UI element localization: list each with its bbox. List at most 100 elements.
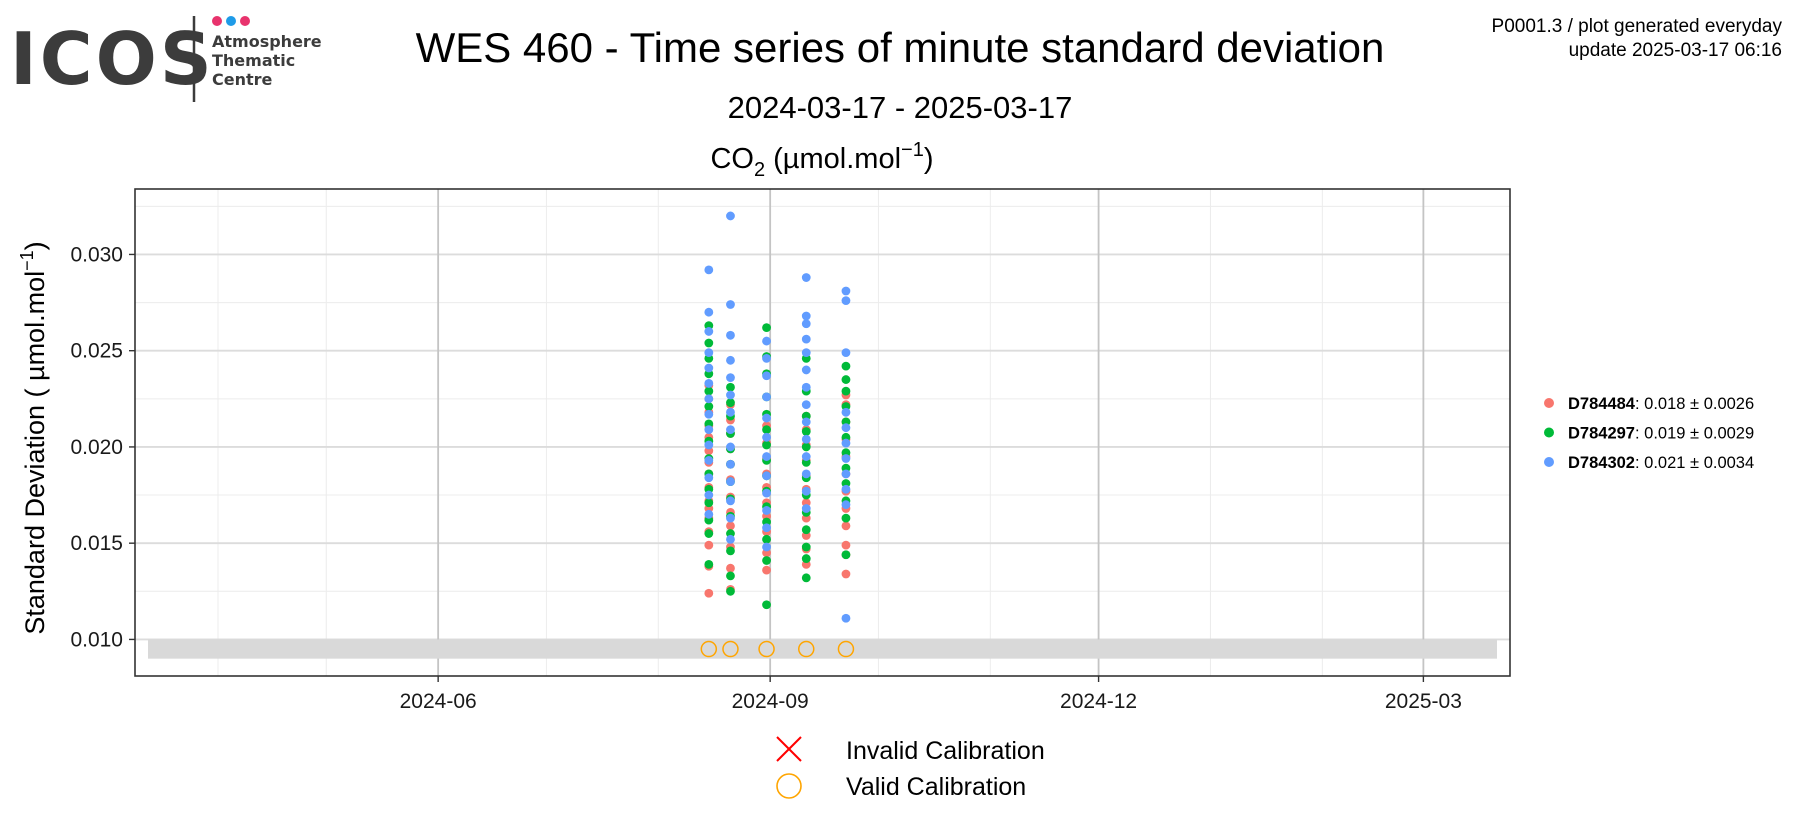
data-point xyxy=(841,348,851,358)
panel-title-close: ) xyxy=(924,143,934,175)
plot-border xyxy=(134,188,1511,677)
panel-title-subscript: 2 xyxy=(754,159,765,181)
data-points xyxy=(704,211,851,623)
series-legend: D784484: 0.018 ± 0.0026 D784297: 0.019 ± … xyxy=(1544,395,1754,472)
data-point xyxy=(762,565,771,575)
legend-series-value: : 0.019 xyxy=(1635,425,1685,443)
data-point xyxy=(726,442,735,452)
x-tick-label: 2024-12 xyxy=(1060,690,1137,713)
legend-label: D784302: 0.021 ± 0.0034 xyxy=(1568,454,1754,472)
data-point xyxy=(801,319,811,329)
legend-label: D784484: 0.018 ± 0.0026 xyxy=(1568,395,1754,413)
data-point xyxy=(704,588,714,598)
data-point xyxy=(841,521,851,531)
legend-series-name: D784302 xyxy=(1568,454,1635,472)
legend-series-name: D784484 xyxy=(1568,395,1636,413)
legend-series-name: D784297 xyxy=(1568,425,1635,443)
data-point xyxy=(704,394,714,404)
data-point xyxy=(704,338,714,348)
data-point xyxy=(704,540,714,550)
data-point xyxy=(801,427,811,436)
valid-calibration-marker xyxy=(837,640,855,658)
data-point xyxy=(704,402,714,411)
logo-subtitle-line-2: Thematic xyxy=(212,51,295,70)
valid-calibration-marker xyxy=(798,640,815,658)
data-point xyxy=(762,534,771,544)
data-point xyxy=(801,417,811,427)
data-point xyxy=(762,432,771,442)
legend-plus-minus: ± xyxy=(1685,425,1703,443)
data-point xyxy=(726,459,735,469)
valid-calibration-marker xyxy=(722,640,739,658)
data-point xyxy=(762,323,771,332)
calibration-markers xyxy=(700,640,855,658)
data-point xyxy=(726,355,735,365)
y-axis-label-close: ) xyxy=(20,241,50,250)
invalid-calibration-cross-icon xyxy=(776,736,802,762)
data-point xyxy=(762,523,771,533)
data-point xyxy=(841,454,851,463)
data-point xyxy=(726,521,735,531)
logo-subtitle-line-1: Atmosphere xyxy=(212,32,322,51)
y-axis-label-text: Standard Deviation ( µmol.mol xyxy=(20,271,50,635)
x-axis-ticks: 2024-06 2024-09 2024-12 2025-03 xyxy=(400,676,1462,713)
data-point xyxy=(841,286,851,296)
data-point xyxy=(726,373,735,383)
data-point xyxy=(841,613,851,623)
data-point xyxy=(801,486,811,496)
panel-title-species: CO xyxy=(710,143,754,175)
data-point xyxy=(726,563,735,573)
data-point xyxy=(841,469,851,479)
logo-dot-2 xyxy=(226,16,236,26)
data-point xyxy=(704,559,714,569)
plot-info-line-1: P0001.3 / plot generated everyday xyxy=(1492,16,1783,37)
data-point xyxy=(841,361,851,371)
data-point xyxy=(704,456,714,465)
legend-series-value: : 0.021 xyxy=(1635,454,1685,472)
data-point xyxy=(801,469,811,479)
legend-swatch xyxy=(1544,457,1554,467)
data-point xyxy=(841,438,851,448)
data-point xyxy=(704,440,714,450)
y-tick-label: 0.025 xyxy=(70,340,123,363)
page-title: WES 460 - Time series of minute standard… xyxy=(416,24,1385,71)
y-axis-label: Standard Deviation ( µmol.mol−1) xyxy=(17,241,50,634)
data-point xyxy=(841,407,851,417)
y-tick-label: 0.015 xyxy=(70,532,123,555)
data-point xyxy=(841,375,851,384)
data-point xyxy=(704,509,714,519)
legend-swatch xyxy=(1544,398,1554,408)
data-point xyxy=(841,550,851,560)
data-point xyxy=(726,571,735,581)
data-point xyxy=(801,525,811,535)
data-point xyxy=(726,477,735,486)
logo-subtitle-line-3: Centre xyxy=(212,70,273,89)
data-point xyxy=(704,265,714,275)
data-point xyxy=(704,529,714,538)
data-point xyxy=(726,398,735,408)
data-point xyxy=(762,556,771,565)
data-point xyxy=(801,434,811,444)
data-point xyxy=(726,513,735,523)
data-point xyxy=(801,311,811,321)
grid-layer xyxy=(135,189,1510,676)
data-point xyxy=(704,498,714,508)
data-point xyxy=(762,392,771,402)
data-point xyxy=(841,296,851,306)
x-tick-label: 2024-09 xyxy=(732,690,809,713)
data-point xyxy=(704,409,714,419)
panel-title-superscript: −1 xyxy=(901,139,924,161)
legend-series-sd: 0.0034 xyxy=(1704,454,1754,472)
data-point xyxy=(801,442,811,452)
y-axis-ticks: 0.010 0.015 0.020 0.025 0.030 xyxy=(70,243,135,651)
data-point xyxy=(801,554,811,563)
data-point xyxy=(726,534,735,544)
data-point xyxy=(801,273,811,282)
series-D784302 xyxy=(704,211,851,623)
legend-plus-minus: ± xyxy=(1685,454,1703,472)
data-point xyxy=(762,353,771,363)
data-point xyxy=(841,500,851,510)
data-point xyxy=(841,386,851,396)
logo-wordmark: ICOS xyxy=(10,17,215,101)
